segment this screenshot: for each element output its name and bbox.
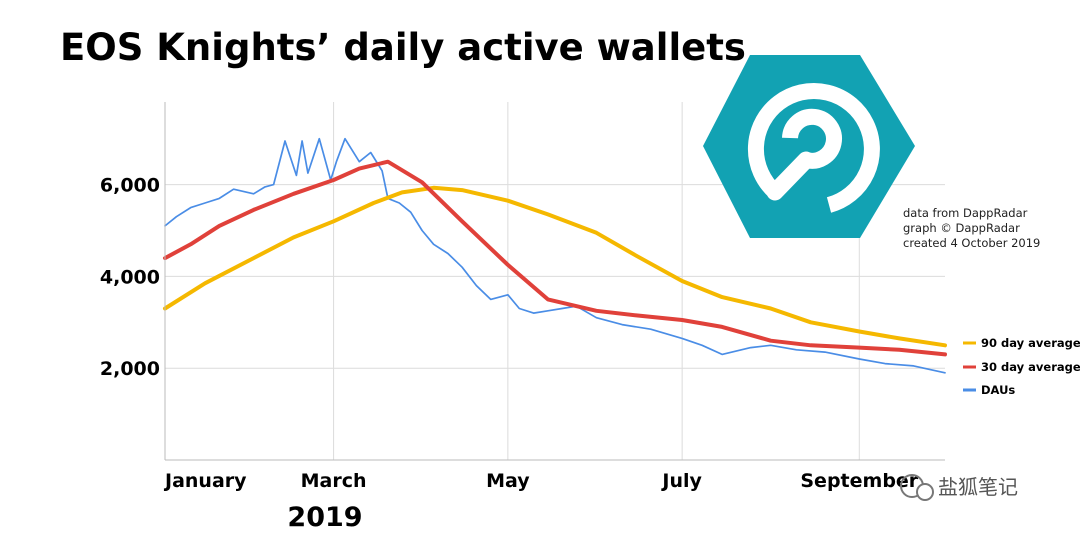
axes: 2,000 4,000 6,000 January March May July Septem…	[100, 102, 945, 533]
logo-radar-icon	[766, 151, 815, 201]
y-tick-label: 4,000	[100, 266, 160, 288]
logo-hexagon	[703, 55, 915, 238]
x-tick-label: September	[800, 470, 918, 492]
series-line-daus	[164, 137, 946, 374]
page-title: EOS Knights’ daily active wallets	[60, 26, 746, 69]
y-tick-label: 6,000	[100, 175, 160, 197]
dappradar-logo	[703, 55, 915, 238]
credits: data from DappRadar graph © DappRadar cr…	[903, 206, 1040, 250]
x-tick-label: May	[486, 470, 530, 492]
legend-label: DAUs	[981, 383, 1015, 397]
y-tick-label: 2,000	[100, 358, 160, 380]
logo-radar-outer	[747, 83, 880, 213]
legend-label: 30 day average	[981, 360, 1080, 374]
credit-line: created 4 October 2019	[903, 236, 1040, 250]
x-axis-label: 2019	[287, 502, 362, 533]
credit-line: graph © DappRadar	[903, 221, 1020, 235]
series-layer	[163, 137, 947, 374]
series-line-30-day-average	[163, 159, 947, 357]
x-tick-label: March	[301, 470, 367, 492]
credit-line: data from DappRadar	[903, 206, 1028, 220]
logo-radar-inner	[782, 108, 842, 169]
watermark: 盐狐笔记	[900, 474, 1018, 501]
legend-label: 90 day average	[981, 336, 1080, 350]
x-tick-label: July	[660, 470, 702, 492]
legend: 90 day average 30 day average DAUs	[963, 336, 1080, 397]
series-line-90-day-average	[163, 185, 947, 348]
watermark-text: 盐狐笔记	[938, 475, 1018, 499]
x-tick-label: January	[163, 470, 247, 492]
wechat-icon-small	[916, 483, 934, 501]
